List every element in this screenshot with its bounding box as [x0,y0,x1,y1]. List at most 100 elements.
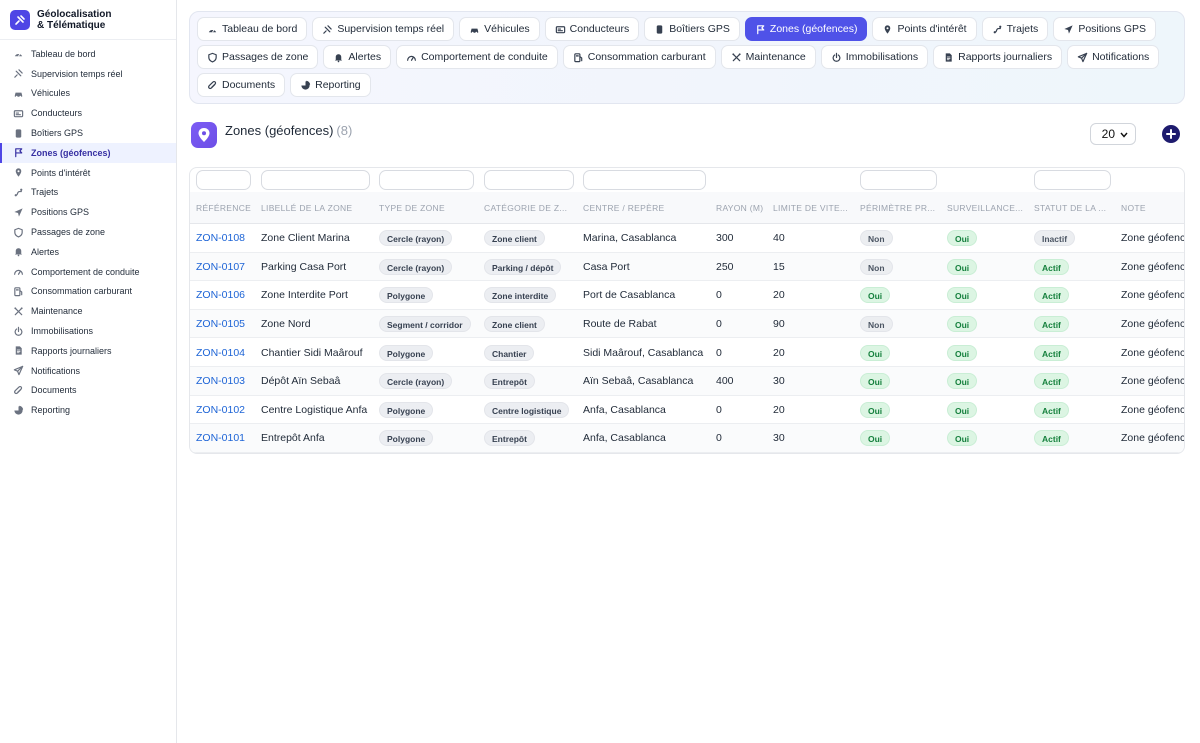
sidebar-item-passages-de-zone[interactable]: Passages de zone [0,222,176,242]
cell-speed: 20 [773,281,855,310]
column-header-category[interactable]: CATÉGORIE DE Z... [484,203,568,213]
sidebar-item-alertes[interactable]: Alertes [0,242,176,262]
zone-reference-link[interactable]: ZON-0102 [196,403,246,416]
column-header-label[interactable]: LIBELLÉ DE LA ZONE [261,203,353,213]
cell-ref[interactable]: ZON-0106 [196,281,256,310]
column-header-note[interactable]: NOTE [1121,203,1146,213]
cell-note: Zone géofence [1121,338,1184,367]
zone-reference-link[interactable]: ZON-0106 [196,289,246,302]
column-header-status[interactable]: STATUT DE LA ... [1034,203,1107,213]
type-badge: Cercle (rayon) [379,373,453,390]
column-header-radius[interactable]: RAYON (M) [716,203,764,213]
table-row[interactable]: ZON-0102 Centre Logistique Anfa Polygone Ce… [190,396,1184,425]
tab-label: Boîtiers GPS [669,23,730,35]
tab-tableau-de-bord[interactable]: Tableau de bord [197,17,308,41]
category-badge: Entrepôt [484,373,535,390]
table-row[interactable]: ZON-0103 Dépôt Aïn Sebaâ Cercle (rayon) Ent… [190,367,1184,396]
sidebar-item-maintenance[interactable]: Maintenance [0,301,176,321]
column-header-perimeter[interactable]: PÉRIMÈTRE PR... [860,203,936,213]
tab-passages-de-zone[interactable]: Passages de zone [197,45,319,69]
table-row[interactable]: ZON-0108 Zone Client Marina Cercle (rayon)… [190,224,1184,253]
sidebar-item-rapports-journaliers[interactable]: Rapports journaliers [0,341,176,361]
add-zone-button[interactable] [1162,125,1180,143]
column-header-center[interactable]: CENTRE / REPÈRE [583,203,665,213]
sidebar-item-vehicules[interactable]: Véhicules [0,84,176,104]
geofence-icon [12,147,24,159]
cell-ref[interactable]: ZON-0102 [196,396,256,425]
sidebar-item-positions-gps[interactable]: Positions GPS [0,202,176,222]
filter-input-center[interactable] [583,170,706,190]
satellite-icon [12,68,24,80]
filter-input-ref[interactable] [196,170,251,190]
column-header-ref[interactable]: RÉFÉRENCE [196,203,252,213]
tab-alertes[interactable]: Alertes [323,45,392,69]
column-header-surveillance[interactable]: SURVEILLANCE... [947,203,1024,213]
cell-ref[interactable]: ZON-0105 [196,310,256,339]
sidebar-item-zones-geofences[interactable]: Zones (géofences) [0,142,176,163]
per-page-select[interactable]: 20 [1090,123,1136,145]
sidebar-item-immobilisations[interactable]: Immobilisations [0,321,176,341]
column-header-type[interactable]: TYPE DE ZONE [379,203,445,213]
filter-input-perimeter[interactable] [860,170,937,190]
sidebar-item-tableau-de-bord[interactable]: Tableau de bord [0,44,176,64]
zone-reference-link[interactable]: ZON-0104 [196,346,246,359]
tab-reporting[interactable]: Reporting [290,73,371,97]
sidebar-item-conducteurs[interactable]: Conducteurs [0,103,176,123]
tab-maintenance[interactable]: Maintenance [720,45,816,69]
filter-input-type[interactable] [379,170,474,190]
tab-vehicules[interactable]: Véhicules [459,17,540,41]
sidebar-item-boitiers-gps[interactable]: Boîtiers GPS [0,123,176,143]
tab-consommation-carburant[interactable]: Consommation carburant [562,45,716,69]
table-row[interactable]: ZON-0105 Zone Nord Segment / corridor Zone … [190,309,1184,339]
cell-category: Zone client [484,310,579,339]
sidebar-item-comportement-de-conduite[interactable]: Comportement de conduite [0,262,176,282]
sidebar-item-consommation-carburant[interactable]: Consommation carburant [0,282,176,302]
zone-reference-link[interactable]: ZON-0103 [196,375,246,388]
tab-notifications[interactable]: Notifications [1067,45,1160,69]
paperclip-icon [12,384,24,396]
zone-reference-link[interactable]: ZON-0101 [196,432,246,445]
tab-boitiers-gps[interactable]: Boîtiers GPS [644,17,740,41]
cell-ref[interactable]: ZON-0104 [196,338,256,367]
cell-speed: 30 [773,424,855,453]
tab-positions-gps[interactable]: Positions GPS [1053,17,1157,41]
tab-zones-geofences[interactable]: Zones (géofences) [744,17,868,41]
cell-ref[interactable]: ZON-0103 [196,367,256,396]
sidebar-item-trajets[interactable]: Trajets [0,183,176,203]
tab-supervision-temps-reel[interactable]: Supervision temps réel [312,17,455,41]
column-header-speed[interactable]: LIMITE DE VITE... [773,203,849,213]
cell-category: Zone interdite [484,281,579,310]
report-icon [12,345,24,357]
cell-ref[interactable]: ZON-0107 [196,253,256,282]
zone-reference-link[interactable]: ZON-0108 [196,232,246,245]
tab-trajets[interactable]: Trajets [981,17,1049,41]
filter-input-category[interactable] [484,170,574,190]
table-row[interactable]: ZON-0101 Entrepôt Anfa Polygone Entrepôt Anf… [190,424,1184,453]
tab-documents[interactable]: Documents [197,73,286,97]
tab-conducteurs[interactable]: Conducteurs [544,17,640,41]
tab-points-d-interet[interactable]: Points d'intérêt [872,17,977,41]
sidebar-item-supervision-temps-reel[interactable]: Supervision temps réel [0,64,176,84]
table-row[interactable]: ZON-0106 Zone Interdite Port Polygone Zone … [190,281,1184,310]
cell-center: Sidi Maârouf, Casablanca [583,338,711,367]
tab-rapports-journaliers[interactable]: Rapports journaliers [933,45,1063,69]
zone-reference-link[interactable]: ZON-0105 [196,318,246,331]
sidebar-item-notifications[interactable]: Notifications [0,361,176,381]
zone-reference-link[interactable]: ZON-0107 [196,260,246,273]
tab-immobilisations[interactable]: Immobilisations [820,45,929,69]
sidebar-item-reporting[interactable]: Reporting [0,400,176,420]
filter-input-status[interactable] [1034,170,1111,190]
brand[interactable]: Géolocalisation & Télématique [0,0,176,40]
sidebar-item-documents[interactable]: Documents [0,381,176,401]
table-row[interactable]: ZON-0107 Parking Casa Port Cercle (rayon) P… [190,252,1184,282]
cell-surveillance: Oui [947,424,1029,453]
cell-perimeter: Oui [860,396,942,425]
status-badge: Actif [1034,316,1069,333]
sidebar-item-points-d-interet[interactable]: Points d'intérêt [0,163,176,183]
filter-input-label[interactable] [261,170,370,190]
table-row[interactable]: ZON-0104 Chantier Sidi Maârouf Polygone Cha… [190,338,1184,367]
tab-comportement-de-conduite[interactable]: Comportement de conduite [396,45,558,69]
gauge-icon [406,52,417,63]
cell-ref[interactable]: ZON-0108 [196,224,256,253]
cell-ref[interactable]: ZON-0101 [196,424,256,453]
